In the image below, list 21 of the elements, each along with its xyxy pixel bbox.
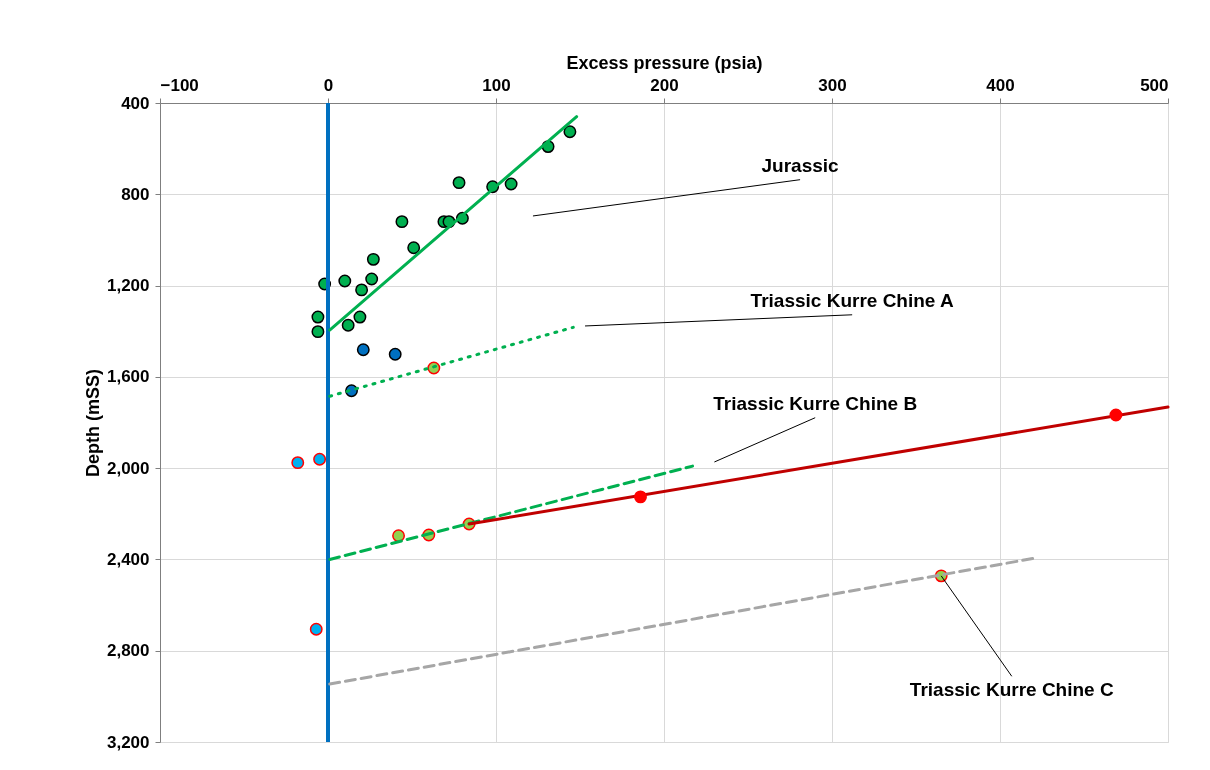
y-tick-label: 2,800 (106, 641, 150, 661)
x-tick-label: −100 (160, 75, 199, 95)
x-tick-label: 200 (650, 75, 679, 95)
y-tick-label: 3,200 (106, 732, 150, 752)
annotation: Jurassic (761, 154, 840, 176)
x-tick-label: 100 (482, 75, 511, 95)
x-tick-label: 300 (818, 75, 847, 95)
x-tick-label: 500 (1140, 75, 1169, 95)
y-tick-label: 400 (121, 93, 150, 113)
annotation: Triassic Kurre Chine A (750, 290, 954, 312)
annotation: Triassic Kurre Chine C (909, 678, 1114, 700)
y-tick-label: 2,000 (106, 458, 150, 478)
x-axis-title: Excess pressure (psia) (566, 52, 763, 73)
y-tick-label: 1,600 (106, 367, 150, 387)
x-tick-label: 400 (986, 75, 1015, 95)
y-tick-label: 2,400 (106, 549, 150, 569)
x-tick-label: 0 (323, 75, 334, 95)
y-tick-label: 800 (121, 184, 150, 204)
y-tick-label: 1,200 (106, 276, 150, 296)
annotation: Triassic Kurre Chine B (713, 393, 918, 415)
y-axis-title: Depth (mSS) (82, 368, 103, 477)
